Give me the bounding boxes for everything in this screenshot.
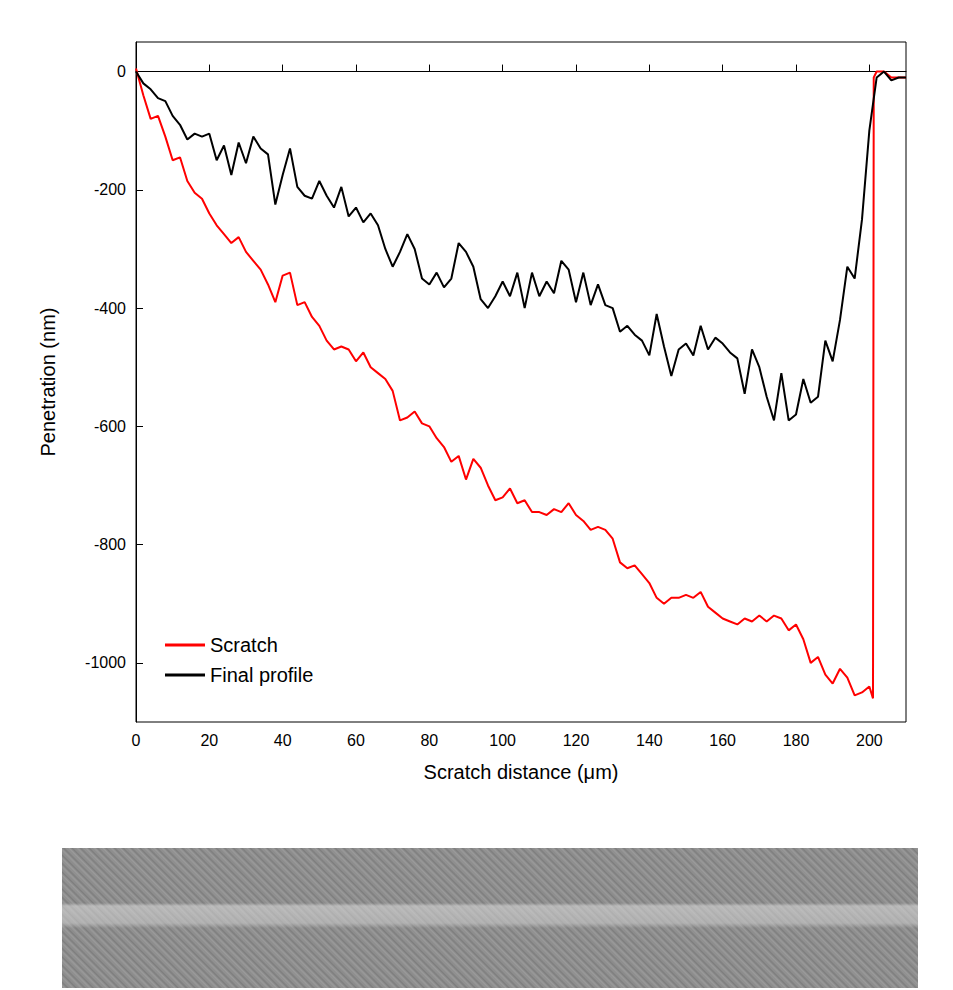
svg-text:20: 20	[200, 732, 218, 749]
svg-text:160: 160	[709, 732, 736, 749]
svg-text:-200: -200	[94, 181, 126, 198]
svg-text:100: 100	[489, 732, 516, 749]
svg-text:60: 60	[347, 732, 365, 749]
svg-text:Final profile: Final profile	[210, 664, 313, 686]
svg-text:80: 80	[420, 732, 438, 749]
svg-text:-800: -800	[94, 536, 126, 553]
svg-text:200: 200	[856, 732, 883, 749]
svg-text:-600: -600	[94, 418, 126, 435]
svg-text:Scratch: Scratch	[210, 634, 278, 656]
svg-text:140: 140	[636, 732, 663, 749]
svg-text:Penetration (nm): Penetration (nm)	[37, 308, 59, 457]
svg-text:40: 40	[274, 732, 292, 749]
svg-text:-1000: -1000	[85, 654, 126, 671]
svg-text:180: 180	[783, 732, 810, 749]
svg-text:120: 120	[563, 732, 590, 749]
svg-text:0: 0	[117, 63, 126, 80]
svg-text:Scratch distance (μm): Scratch distance (μm)	[424, 761, 619, 783]
svg-text:0: 0	[132, 732, 141, 749]
svg-text:-400: -400	[94, 300, 126, 317]
